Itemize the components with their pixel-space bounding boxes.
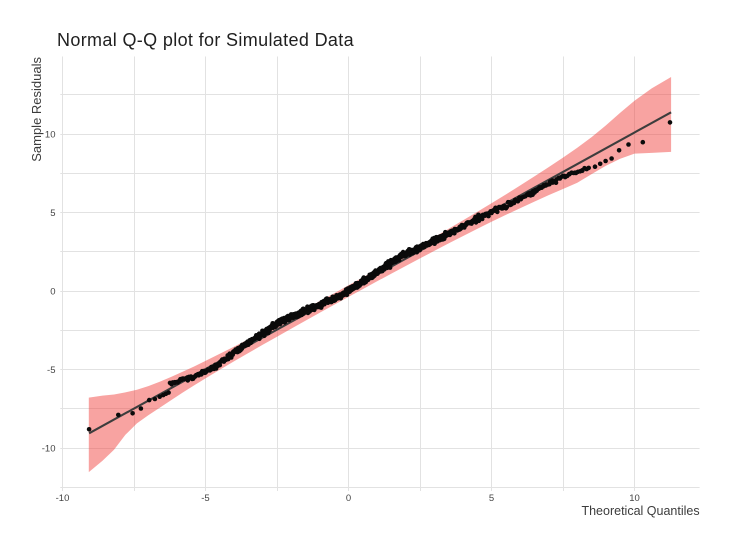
svg-text:Theoretical Quantiles: Theoretical Quantiles (581, 504, 699, 518)
svg-text:10: 10 (45, 129, 56, 140)
svg-text:5: 5 (50, 208, 55, 219)
svg-text:-5: -5 (201, 493, 209, 504)
svg-text:0: 0 (50, 286, 55, 297)
svg-text:0: 0 (346, 493, 351, 504)
svg-text:Normal Q-Q plot for Simulated: Normal Q-Q plot for Simulated Data (57, 30, 355, 50)
svg-text:Sample Residuals: Sample Residuals (29, 57, 44, 162)
svg-text:10: 10 (629, 493, 640, 504)
svg-text:-10: -10 (56, 493, 70, 504)
svg-text:5: 5 (489, 493, 494, 504)
svg-text:-10: -10 (42, 444, 56, 455)
svg-text:-5: -5 (47, 365, 55, 376)
